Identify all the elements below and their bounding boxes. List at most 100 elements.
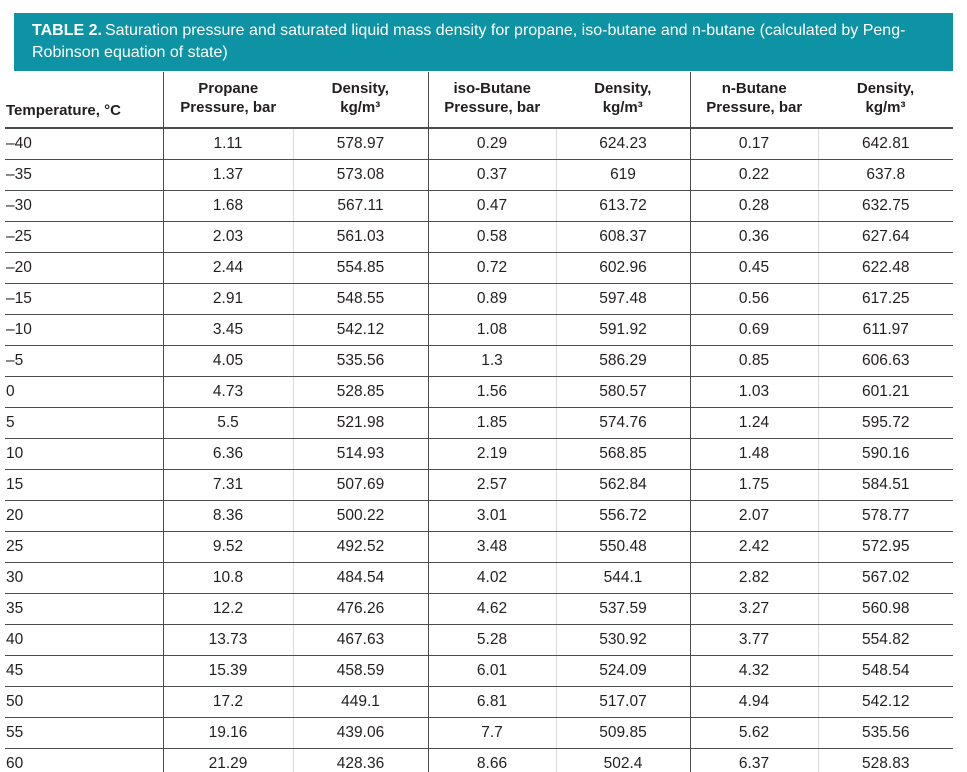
- value-cell: 5.62: [689, 717, 818, 749]
- value-cell: 1.24: [689, 407, 818, 439]
- value-cell: 10.8: [162, 562, 293, 594]
- table-row: –20 2.44 554.85 0.72 602.96 0.45 622.48: [5, 252, 953, 284]
- value-cell: 0.17: [689, 128, 818, 160]
- value-cell: 8.36: [162, 500, 293, 532]
- value-cell: 613.72: [555, 190, 690, 222]
- temperature-cell: –5: [5, 345, 163, 377]
- value-cell: 0.28: [689, 190, 818, 222]
- value-cell: 572.95: [817, 531, 953, 563]
- value-cell: 2.44: [162, 252, 293, 284]
- value-cell: 4.73: [162, 376, 293, 408]
- value-cell: 561.03: [292, 221, 428, 253]
- table-row: –25 2.03 561.03 0.58 608.37 0.36 627.64: [5, 221, 953, 253]
- value-cell: 591.92: [555, 314, 690, 346]
- temperature-cell: –15: [5, 283, 163, 315]
- temperature-cell: 40: [5, 624, 163, 656]
- value-cell: 1.11: [162, 128, 293, 160]
- value-cell: 1.3: [427, 345, 556, 377]
- table-row: –35 1.37 573.08 0.37 619 0.22 637.8: [5, 159, 953, 191]
- temperature-cell: 50: [5, 686, 163, 718]
- value-cell: 524.09: [555, 655, 690, 687]
- value-cell: 13.73: [162, 624, 293, 656]
- table-row: 15 7.31 507.69 2.57 562.84 1.75 584.51: [5, 469, 953, 501]
- value-cell: 568.85: [555, 438, 690, 470]
- table-caption-banner: TABLE 2. Saturation pressure and saturate…: [14, 13, 953, 71]
- value-cell: 5.28: [427, 624, 556, 656]
- table-row: 40 13.73 467.63 5.28 530.92 3.77 554.82: [5, 624, 953, 656]
- value-cell: 3.77: [689, 624, 818, 656]
- nbutane-pressure-column-header: n-Butane Pressure, bar: [689, 72, 818, 129]
- value-cell: 0.69: [689, 314, 818, 346]
- value-cell: 1.03: [689, 376, 818, 408]
- value-cell: 554.85: [292, 252, 428, 284]
- temperature-cell: 45: [5, 655, 163, 687]
- value-cell: 548.55: [292, 283, 428, 315]
- value-cell: 601.21: [817, 376, 953, 408]
- temperature-cell: –35: [5, 159, 163, 191]
- temperature-cell: 25: [5, 531, 163, 563]
- value-cell: 595.72: [817, 407, 953, 439]
- value-cell: 602.96: [555, 252, 690, 284]
- value-cell: 6.37: [689, 748, 818, 772]
- value-cell: 517.07: [555, 686, 690, 718]
- table-row: 60 21.29 428.36 8.66 502.4 6.37 528.83: [5, 748, 953, 772]
- value-cell: 3.45: [162, 314, 293, 346]
- value-cell: 1.85: [427, 407, 556, 439]
- value-cell: 2.07: [689, 500, 818, 532]
- value-cell: 2.82: [689, 562, 818, 594]
- table-row: –15 2.91 548.55 0.89 597.48 0.56 617.25: [5, 283, 953, 315]
- value-cell: 12.2: [162, 593, 293, 625]
- value-cell: 7.7: [427, 717, 556, 749]
- table-row: 5 5.5 521.98 1.85 574.76 1.24 595.72: [5, 407, 953, 439]
- value-cell: 4.05: [162, 345, 293, 377]
- value-cell: 449.1: [292, 686, 428, 718]
- value-cell: 608.37: [555, 221, 690, 253]
- temperature-cell: –25: [5, 221, 163, 253]
- value-cell: 2.57: [427, 469, 556, 501]
- value-cell: 2.91: [162, 283, 293, 315]
- value-cell: 6.01: [427, 655, 556, 687]
- value-cell: 3.48: [427, 531, 556, 563]
- value-cell: 0.56: [689, 283, 818, 315]
- propane-density-column-header: Density, kg/m³: [293, 72, 428, 129]
- value-cell: 542.12: [292, 314, 428, 346]
- value-cell: 509.85: [555, 717, 690, 749]
- value-cell: 1.08: [427, 314, 556, 346]
- header-row: Temperature, °C Propane Pressure, bar De…: [5, 72, 953, 129]
- table-row: 25 9.52 492.52 3.48 550.48 2.42 572.95: [5, 531, 953, 563]
- value-cell: 578.97: [292, 128, 428, 160]
- value-cell: 554.82: [817, 624, 953, 656]
- table-row: 35 12.2 476.26 4.62 537.59 3.27 560.98: [5, 593, 953, 625]
- table-row: 45 15.39 458.59 6.01 524.09 4.32 548.54: [5, 655, 953, 687]
- table-row: 10 6.36 514.93 2.19 568.85 1.48 590.16: [5, 438, 953, 470]
- temperature-column-header: Temperature, °C: [5, 72, 163, 129]
- temperature-cell: –10: [5, 314, 163, 346]
- temperature-cell: 5: [5, 407, 163, 439]
- value-cell: 476.26: [292, 593, 428, 625]
- value-cell: 584.51: [817, 469, 953, 501]
- isobutane-density-column-header: Density, kg/m³: [556, 72, 690, 129]
- value-cell: 619: [555, 159, 690, 191]
- value-cell: 458.59: [292, 655, 428, 687]
- value-cell: 2.42: [689, 531, 818, 563]
- temperature-cell: 20: [5, 500, 163, 532]
- value-cell: 542.12: [817, 686, 953, 718]
- value-cell: 500.22: [292, 500, 428, 532]
- table-row: 55 19.16 439.06 7.7 509.85 5.62 535.56: [5, 717, 953, 749]
- value-cell: 611.97: [817, 314, 953, 346]
- value-cell: 5.5: [162, 407, 293, 439]
- value-cell: 0.47: [427, 190, 556, 222]
- value-cell: 586.29: [555, 345, 690, 377]
- value-cell: 0.45: [689, 252, 818, 284]
- value-cell: 4.94: [689, 686, 818, 718]
- value-cell: 19.16: [162, 717, 293, 749]
- value-cell: 632.75: [817, 190, 953, 222]
- value-cell: 4.02: [427, 562, 556, 594]
- value-cell: 562.84: [555, 469, 690, 501]
- value-cell: 642.81: [817, 128, 953, 160]
- temperature-cell: –30: [5, 190, 163, 222]
- value-cell: 15.39: [162, 655, 293, 687]
- value-cell: 7.31: [162, 469, 293, 501]
- value-cell: 528.85: [292, 376, 428, 408]
- value-cell: 574.76: [555, 407, 690, 439]
